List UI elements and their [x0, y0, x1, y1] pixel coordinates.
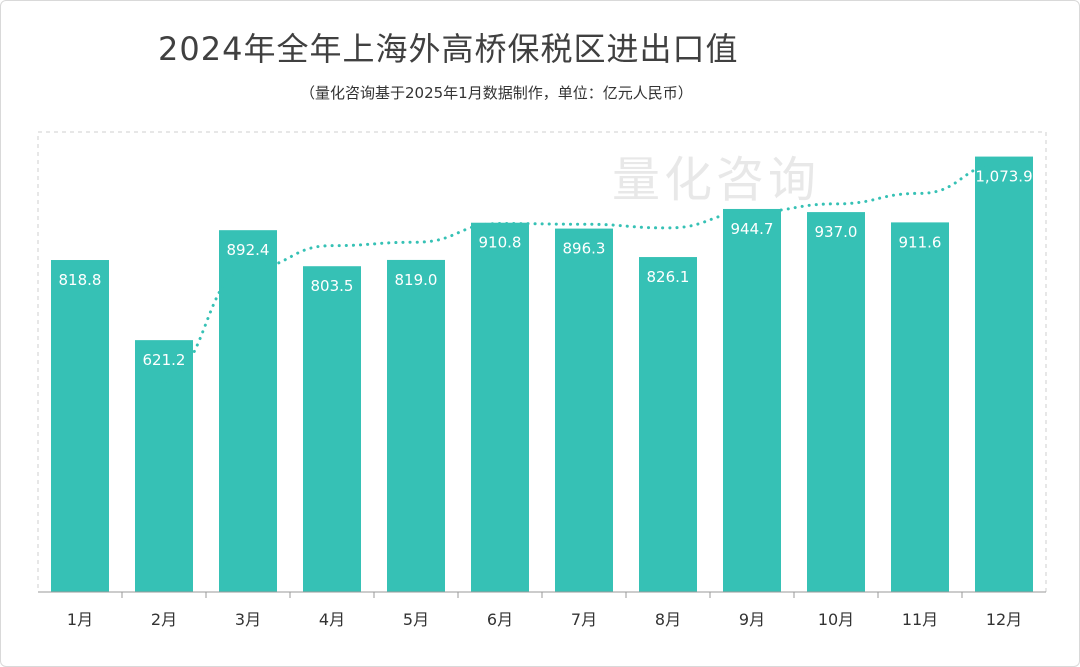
- bar-6: [471, 222, 529, 592]
- bar-3: [219, 230, 277, 592]
- data-label-4: 803.5: [311, 277, 354, 295]
- bar-8: [639, 257, 697, 592]
- data-label-10: 937.0: [815, 223, 858, 241]
- x-tick-label-12: 12月: [986, 610, 1022, 629]
- x-tick-label-3: 3月: [235, 610, 261, 629]
- data-label-6: 910.8: [479, 234, 522, 252]
- data-label-1: 818.8: [59, 271, 102, 289]
- x-tick-label-11: 11月: [902, 610, 938, 629]
- data-label-5: 819.0: [395, 271, 438, 289]
- x-tick-label-7: 7月: [571, 610, 597, 629]
- x-tick-label-10: 10月: [818, 610, 854, 629]
- data-label-2: 621.2: [143, 351, 186, 369]
- watermark: 量化咨询: [612, 152, 821, 208]
- x-tick-label-6: 6月: [487, 610, 513, 629]
- data-label-9: 944.7: [731, 220, 774, 238]
- data-label-7: 896.3: [563, 240, 606, 258]
- bar-1: [51, 260, 109, 592]
- data-label-3: 892.4: [227, 241, 270, 259]
- bar-12: [975, 156, 1033, 592]
- bar-7: [555, 228, 613, 592]
- trend-start-point: [159, 373, 169, 384]
- x-tick-label-1: 1月: [67, 610, 93, 629]
- data-label-11: 911.6: [899, 233, 942, 251]
- x-tick-label-2: 2月: [151, 610, 177, 629]
- x-tick-label-5: 5月: [403, 610, 429, 629]
- bar-4: [303, 266, 361, 592]
- chart-subtitle: （量化咨询基于2025年1月数据制作，单位：亿元人民币）: [300, 84, 693, 102]
- data-label-8: 826.1: [647, 268, 690, 286]
- data-label-12: 1,073.9: [975, 168, 1032, 186]
- x-tick-label-4: 4月: [319, 610, 345, 629]
- bar-5: [387, 259, 445, 592]
- bar-11: [891, 222, 949, 592]
- x-tick-label-9: 9月: [739, 610, 765, 629]
- bar-10: [807, 212, 865, 592]
- chart-title: 2024年全年上海外高桥保税区进出口值: [158, 30, 739, 68]
- bar-9: [723, 208, 781, 592]
- x-tick-label-8: 8月: [655, 610, 681, 629]
